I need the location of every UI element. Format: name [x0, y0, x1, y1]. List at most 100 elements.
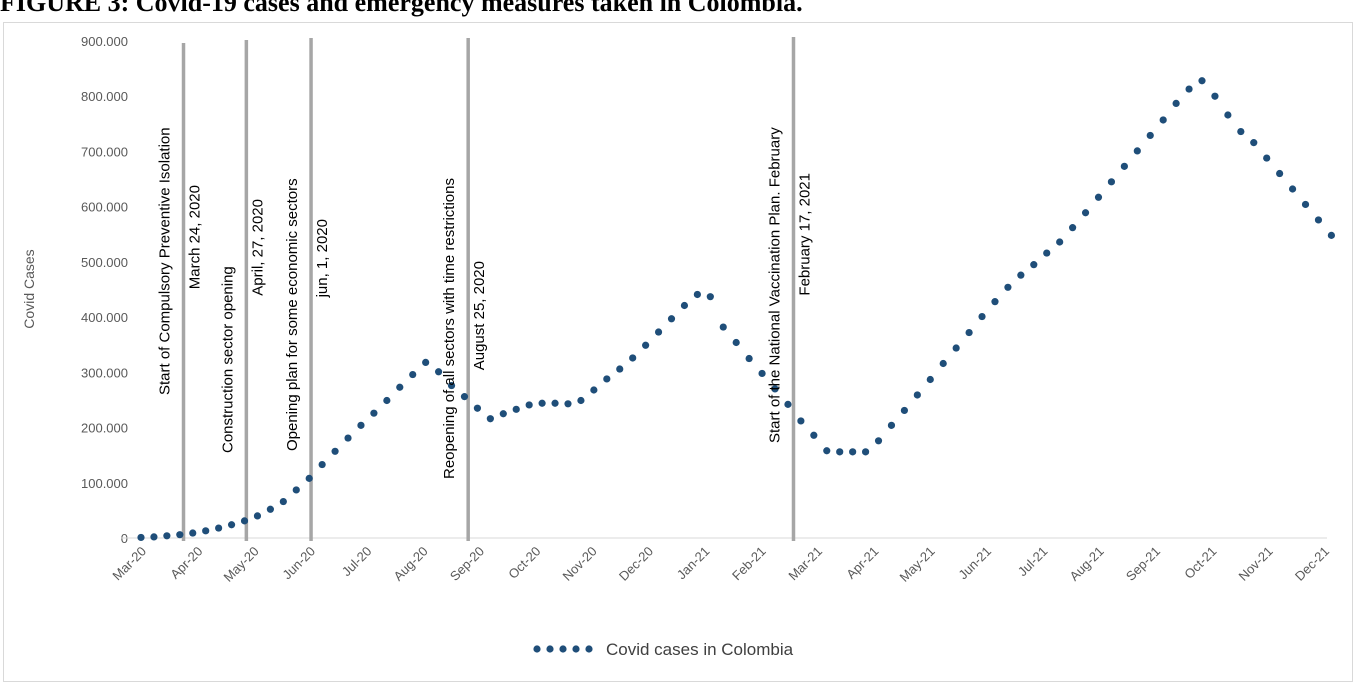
data-point — [784, 400, 792, 408]
data-point — [797, 417, 805, 425]
data-point — [1250, 139, 1258, 147]
data-point — [745, 354, 753, 363]
data-point — [680, 301, 689, 310]
data-point — [473, 404, 482, 412]
annotation-label: Start of the National Vaccination Plan. … — [766, 127, 783, 443]
legend-marker-dot — [572, 645, 580, 653]
data-point — [163, 532, 171, 540]
data-point — [1004, 283, 1012, 291]
y-tick-label: 400.000 — [81, 310, 128, 325]
x-tick-label: Nov-20 — [560, 544, 600, 584]
data-point — [292, 486, 300, 494]
data-point — [150, 533, 158, 541]
data-point — [1237, 127, 1245, 136]
y-tick-label: 900.000 — [81, 34, 128, 49]
data-point — [758, 369, 766, 378]
legend-marker-dot — [585, 645, 593, 653]
x-tick-label: Mar-21 — [785, 544, 825, 584]
data-point — [1263, 154, 1271, 162]
annotation-date: August 25, 2020 — [471, 261, 488, 370]
x-tick-label: Jun-21 — [955, 544, 994, 583]
x-tick-label: Dec-21 — [1292, 544, 1332, 584]
data-point — [1159, 116, 1167, 124]
data-point — [525, 401, 533, 409]
data-point — [512, 405, 520, 413]
x-axis-ticks: Mar-20 Apr-20 May-20 Jun-20 Jul-20 Aug-20 Sep-… — [109, 544, 1332, 585]
data-point — [654, 328, 663, 336]
data-point — [434, 368, 443, 376]
data-point — [538, 399, 546, 407]
data-point — [1224, 111, 1232, 119]
legend-marker-dot — [559, 645, 567, 653]
data-point — [499, 410, 507, 418]
y-tick-label: 500.000 — [81, 255, 128, 270]
x-tick-label: Jan-21 — [674, 544, 713, 583]
x-tick-label: Dec-20 — [616, 544, 656, 584]
legend: Covid cases in Colombia — [533, 640, 794, 659]
x-tick-label: Apr-20 — [167, 544, 205, 582]
data-point — [1030, 261, 1038, 269]
x-tick-label: Jul-20 — [339, 544, 375, 580]
data-point — [1094, 193, 1103, 201]
data-point — [318, 460, 326, 469]
data-point — [849, 448, 857, 456]
data-point — [279, 497, 287, 506]
x-tick-label: Apr-21 — [843, 544, 881, 582]
legend-label: Covid cases in Colombia — [606, 640, 794, 659]
y-axis-title: Covid Cases — [21, 249, 37, 328]
data-point — [823, 447, 831, 455]
annotation-date: February 17, 2021 — [796, 173, 813, 296]
data-point — [577, 396, 585, 405]
x-tick-label: Oct-21 — [1181, 544, 1219, 582]
data-point — [1327, 231, 1335, 239]
data-point — [590, 386, 598, 394]
data-point — [836, 448, 844, 456]
data-point — [1120, 162, 1128, 170]
y-tick-label: 800.000 — [81, 89, 128, 104]
data-point — [1107, 178, 1116, 186]
data-point — [447, 381, 456, 390]
data-point — [667, 315, 676, 323]
data-point — [551, 399, 559, 407]
data-point — [1314, 216, 1323, 224]
figure-title: FIGURE 3: Covid-19 cases and emergency m… — [0, 0, 803, 17]
data-point — [629, 354, 637, 362]
x-tick-label: Sep-21 — [1123, 544, 1163, 584]
data-point — [939, 359, 947, 368]
data-point — [913, 391, 921, 399]
x-tick-label: Aug-21 — [1067, 544, 1107, 584]
data-point — [189, 529, 197, 537]
data-point — [861, 448, 870, 456]
x-tick-label: Oct-20 — [505, 544, 543, 582]
data-point — [810, 431, 818, 439]
data-point — [1133, 147, 1141, 155]
data-point — [486, 415, 494, 423]
series-points — [137, 77, 1335, 542]
data-point — [1185, 85, 1193, 93]
covid-cases-chart: 0100.000200.000300.000400.000500.000600.… — [21, 34, 1335, 659]
data-point — [227, 521, 236, 529]
annotation-lines — [181, 37, 796, 541]
x-tick-label: Nov-21 — [1236, 544, 1276, 584]
data-point — [1017, 271, 1025, 279]
data-point — [357, 421, 365, 429]
data-point — [240, 517, 249, 525]
data-point — [900, 406, 909, 415]
y-tick-label: 700.000 — [81, 144, 128, 159]
x-tick-label: Jun-20 — [279, 544, 318, 583]
data-point — [1211, 92, 1219, 100]
data-point — [409, 370, 417, 379]
x-tick-label: May-20 — [221, 544, 262, 585]
annotation-date: April, 27, 2020 — [249, 199, 266, 296]
data-point — [603, 375, 611, 383]
y-tick-label: 600.000 — [81, 200, 128, 215]
data-point — [266, 505, 274, 513]
data-point — [693, 290, 701, 299]
data-point — [1198, 77, 1206, 85]
data-point — [771, 385, 779, 393]
data-point — [202, 527, 210, 535]
data-point — [1069, 224, 1077, 232]
annotation-label: Reopening of all sectors with time restr… — [441, 178, 458, 479]
x-tick-label: Aug-20 — [391, 544, 431, 584]
data-point — [383, 396, 391, 405]
